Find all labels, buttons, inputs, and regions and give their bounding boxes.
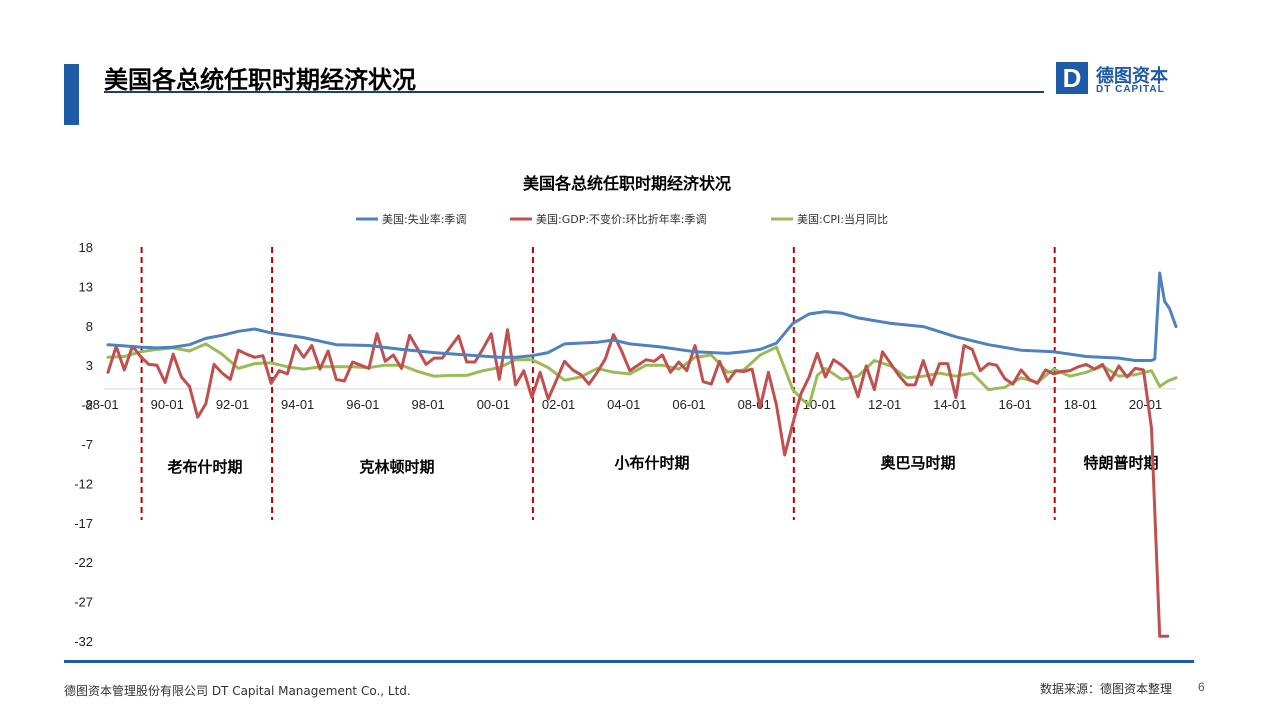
footer-company: 德图资本管理股份有限公司 DT Capital Management Co., … [64, 684, 411, 698]
era-label: 克林顿时期 [359, 458, 434, 476]
x-tick-label: 94-01 [281, 397, 314, 412]
page-title: 美国各总统任职时期经济状况 [104, 66, 416, 94]
logo-mark-letter: D [1062, 63, 1082, 93]
chart-title: 美国各总统任职时期经济状况 [523, 174, 731, 193]
y-tick-label: -12 [74, 476, 93, 491]
chart-series [106, 271, 1178, 638]
logo-name-cn: 德图资本 [1096, 66, 1168, 87]
logo-name-en: DT CAPITAL [1096, 84, 1165, 95]
x-tick-label: 92-01 [216, 397, 249, 412]
x-tick-label: 14-01 [933, 397, 966, 412]
x-tick-label: 00-01 [477, 397, 510, 412]
legend-label: 美国:GDP:不变价:环比折年率:季调 [536, 212, 706, 226]
y-tick-label: 18 [79, 240, 93, 255]
x-tick-label: 90-01 [151, 397, 184, 412]
series-line [106, 328, 1170, 638]
era-label: 特朗普时期 [1083, 454, 1158, 472]
y-tick-label: -7 [81, 437, 93, 452]
footer-source: 数据来源：德图资本整理 [1040, 682, 1173, 696]
y-tick-label: -27 [74, 595, 93, 610]
series-line [106, 271, 1178, 362]
x-tick-label: 16-01 [998, 397, 1031, 412]
y-tick-label: -2 [81, 398, 93, 413]
era-label: 小布什时期 [614, 454, 689, 472]
x-tick-label: 20-01 [1129, 397, 1162, 412]
legend-label: 美国:失业率:季调 [382, 212, 466, 226]
y-tick-label: 13 [79, 279, 93, 294]
chart-axes: 18 13 8 3 -2 -7 -12 -17 -22 -27 -32 88-01 90-01 92-01… [74, 240, 1176, 649]
x-tick-label: 88-01 [85, 397, 118, 412]
title-divider [104, 91, 1044, 93]
x-tick-label: 04-01 [607, 397, 640, 412]
x-tick-label: 98-01 [411, 397, 444, 412]
era-dividers [140, 247, 1056, 520]
x-tick-label: 02-01 [542, 397, 575, 412]
legend-label: 美国:CPI:当月同比 [797, 212, 888, 226]
y-tick-label: -17 [74, 516, 93, 531]
x-tick-label: 12-01 [868, 397, 901, 412]
x-tick-label: 96-01 [346, 397, 379, 412]
footer-divider [64, 660, 1194, 663]
era-label: 奥巴马时期 [880, 454, 955, 472]
y-tick-label: -32 [74, 634, 93, 649]
era-labels: 老布什时期 克林顿时期 小布什时期 奥巴马时期 特朗普时期 [166, 454, 1158, 476]
x-tick-label: 06-01 [672, 397, 705, 412]
era-label: 老布什时期 [166, 458, 242, 476]
chart-legend: 美国:失业率:季调 美国:GDP:不变价:环比折年率:季调 美国:CPI:当月同比 [356, 212, 888, 226]
company-logo: D 德图资本 DT CAPITAL [1056, 62, 1186, 98]
y-tick-label: 3 [86, 358, 93, 373]
title-accent-bar [64, 64, 79, 125]
x-tick-label: 18-01 [1064, 397, 1097, 412]
y-tick-label: 8 [86, 319, 93, 334]
y-tick-label: -22 [74, 555, 93, 570]
page-number: 6 [1198, 680, 1205, 694]
logo-mark-icon [1056, 62, 1088, 94]
x-tick-label: 08-01 [738, 397, 771, 412]
